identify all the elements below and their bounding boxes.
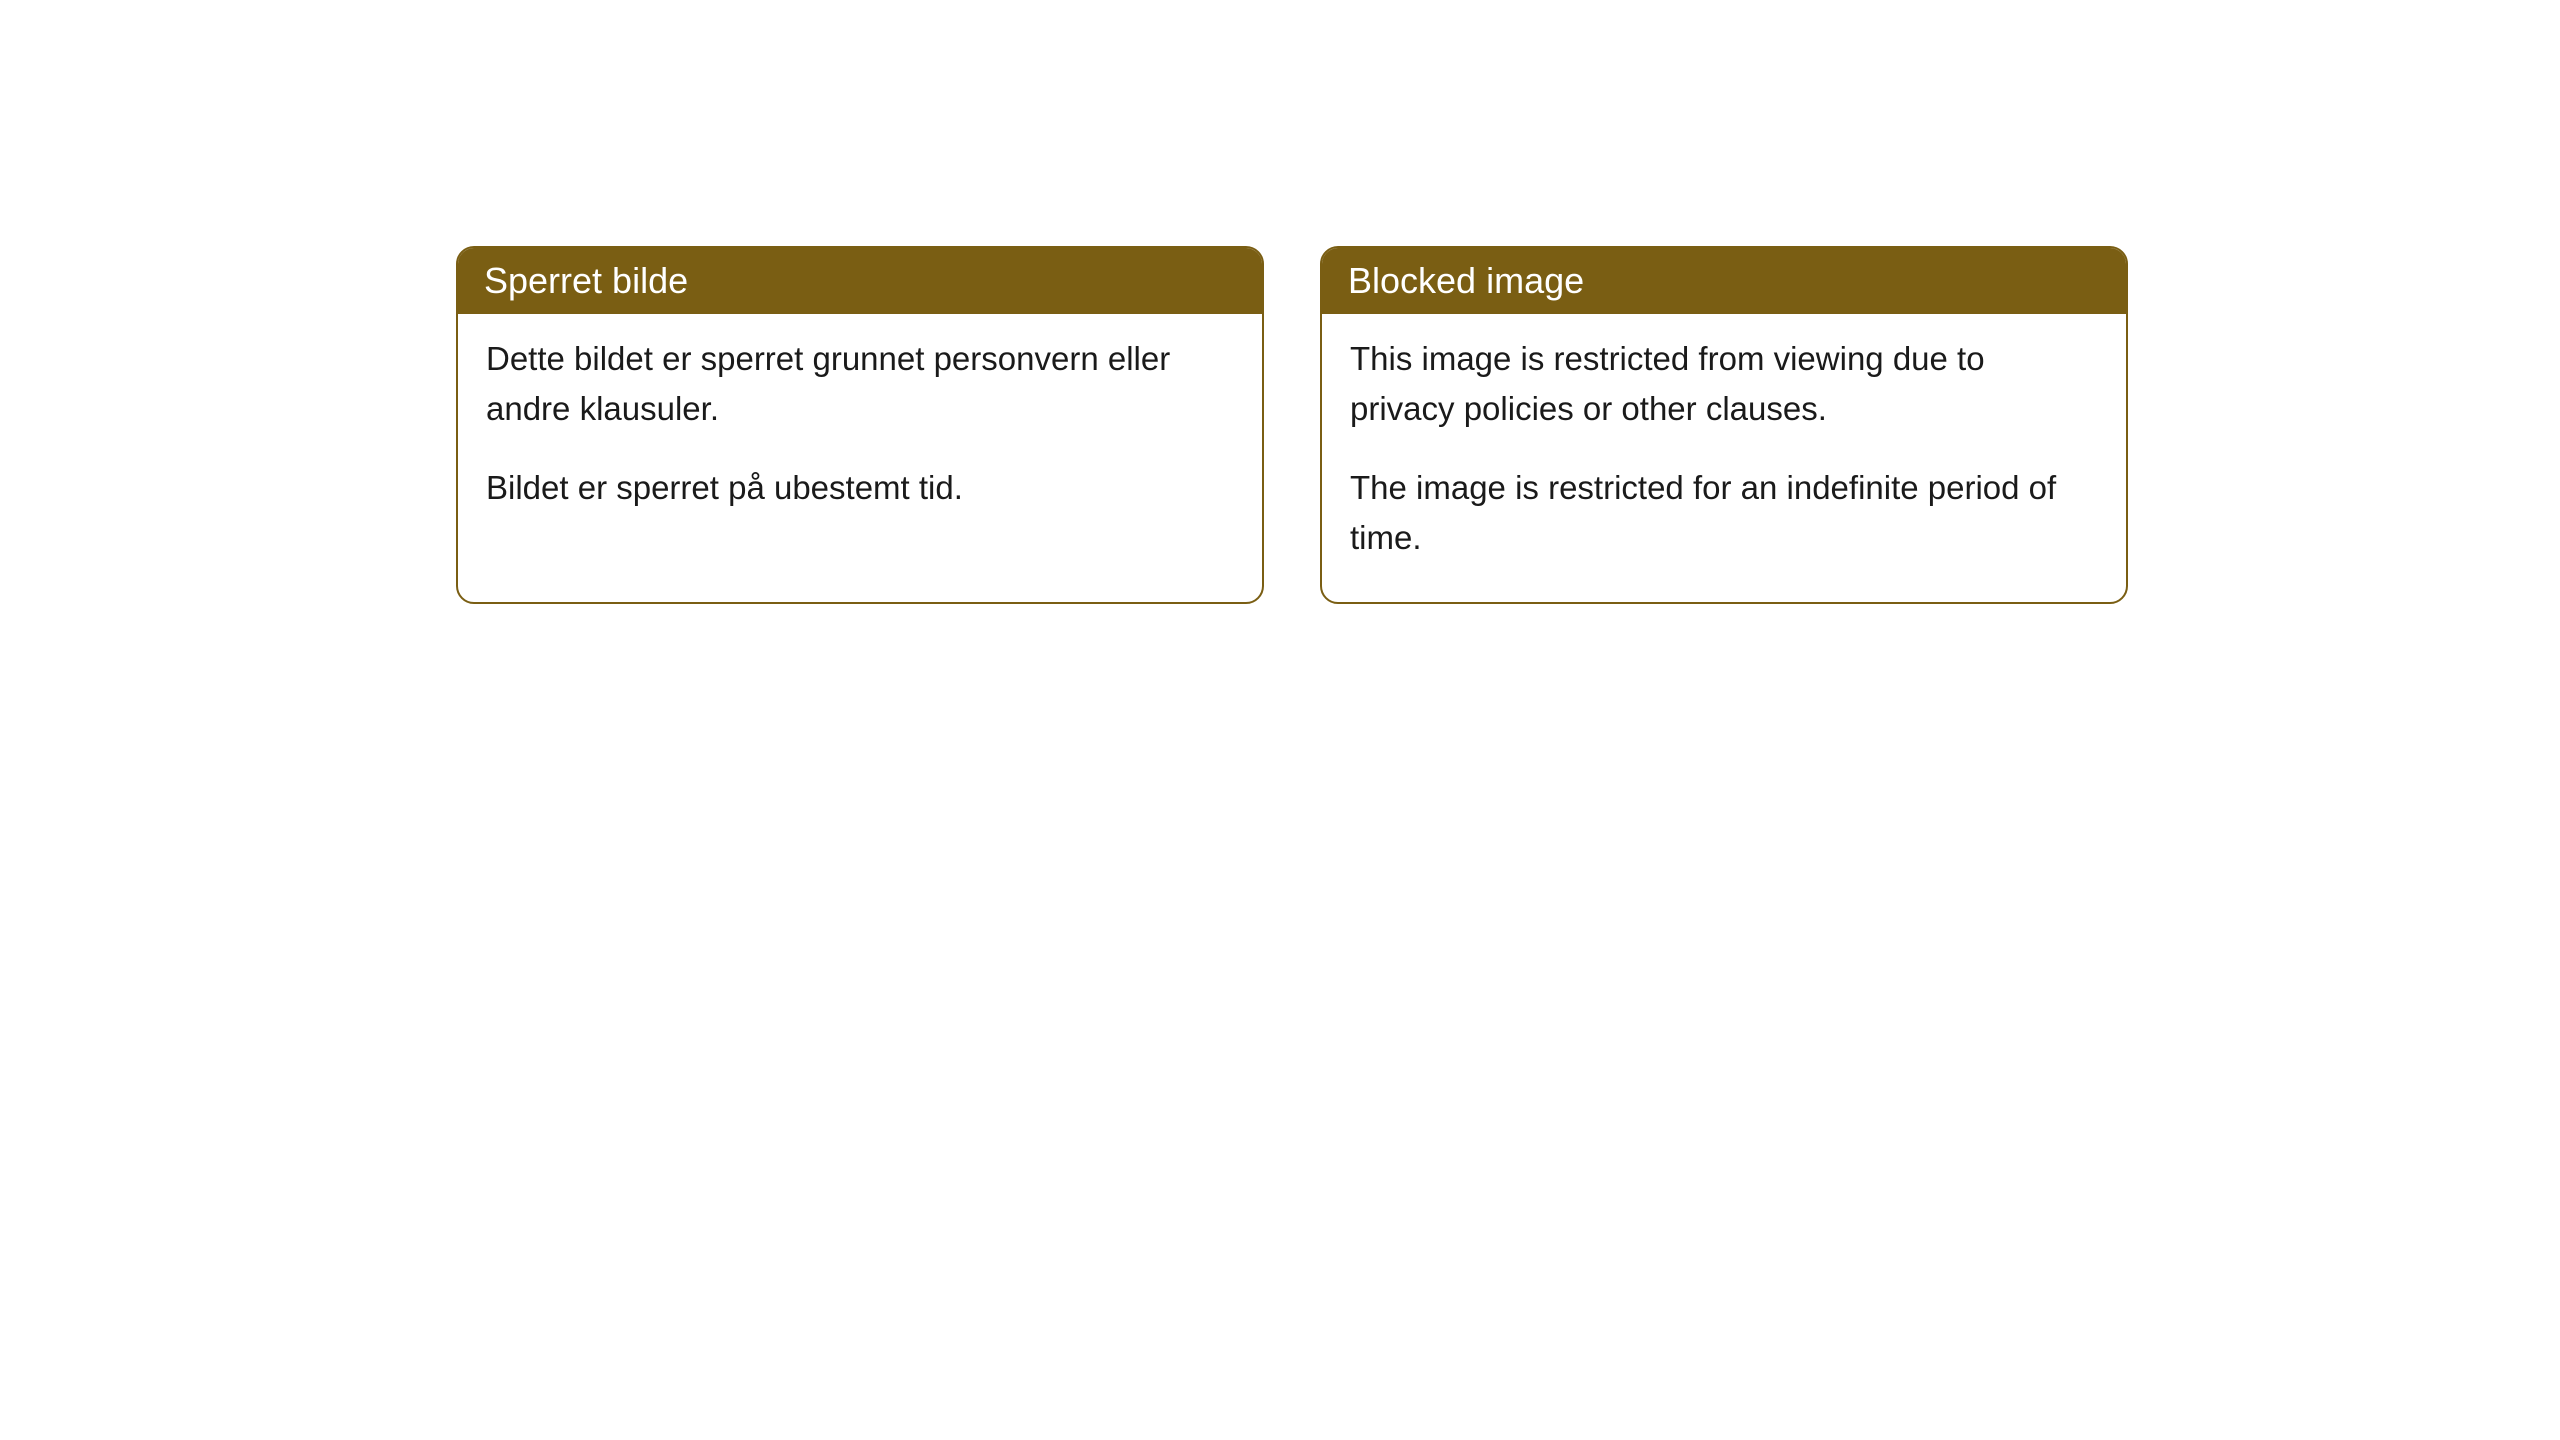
card-paragraph-1: Dette bildet er sperret grunnet personve… [486, 334, 1234, 433]
blocked-image-card-english: Blocked image This image is restricted f… [1320, 246, 2128, 604]
card-header: Blocked image [1322, 248, 2126, 314]
card-body: Dette bildet er sperret grunnet personve… [458, 314, 1262, 553]
card-paragraph-2: The image is restricted for an indefinit… [1350, 463, 2098, 562]
card-header: Sperret bilde [458, 248, 1262, 314]
card-paragraph-1: This image is restricted from viewing du… [1350, 334, 2098, 433]
notice-cards-container: Sperret bilde Dette bildet er sperret gr… [0, 0, 2560, 604]
card-paragraph-2: Bildet er sperret på ubestemt tid. [486, 463, 1234, 513]
card-title: Sperret bilde [484, 260, 688, 301]
blocked-image-card-norwegian: Sperret bilde Dette bildet er sperret gr… [456, 246, 1264, 604]
card-body: This image is restricted from viewing du… [1322, 314, 2126, 602]
card-title: Blocked image [1348, 260, 1584, 301]
